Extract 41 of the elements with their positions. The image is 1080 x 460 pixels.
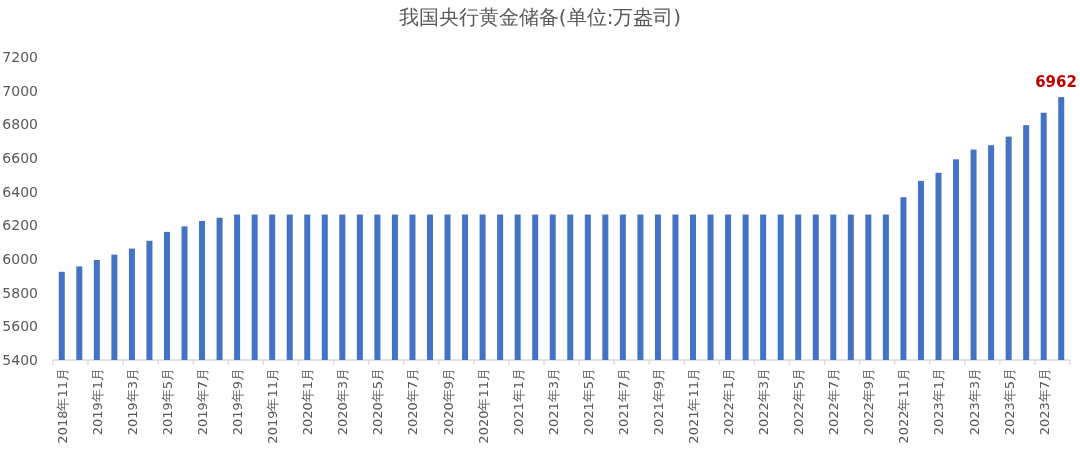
y-tick-label: 5800	[2, 284, 38, 301]
y-tick-label: 5400	[2, 352, 38, 368]
x-tick-label: 2021年5月	[580, 368, 596, 436]
x-tick-label: 2019年5月	[159, 368, 175, 436]
x-tick-label: 2021年9月	[650, 368, 666, 436]
x-tick-label: 2020年9月	[440, 368, 456, 436]
x-tick-label: 2021年11月	[686, 368, 702, 444]
x-tick-label: 2022年5月	[791, 368, 807, 436]
y-tick-label: 6000	[2, 251, 38, 267]
y-tick-label: 7000	[2, 82, 38, 99]
x-tick-label: 2020年3月	[335, 368, 351, 436]
y-tick-label: 6800	[2, 116, 38, 133]
x-tick-label: 2020年11月	[475, 368, 491, 444]
x-tick-label: 2019年7月	[195, 368, 211, 436]
x-tick-label: 2023年5月	[1001, 368, 1017, 436]
x-tick-label: 2021年3月	[545, 368, 561, 436]
x-tick-label: 2022年11月	[896, 368, 912, 444]
y-tick-label: 6400	[2, 183, 38, 200]
x-tick-label: 2019年1月	[89, 368, 105, 436]
x-tick-label: 2022年1月	[721, 368, 737, 436]
x-tick-label: 2022年9月	[861, 368, 877, 436]
x-tick-label: 2020年5月	[370, 368, 386, 436]
x-tick-label: 2018年11月	[54, 368, 70, 444]
x-tick-label: 2019年3月	[124, 368, 140, 436]
y-tick-label: 7200	[2, 49, 38, 65]
data-label: 6962	[1035, 73, 1077, 92]
chart-title: 我国央行黄金储备(单位:万盎司)	[398, 5, 682, 29]
x-tick-label: 2023年1月	[931, 368, 947, 436]
x-tick-label: 2022年7月	[826, 368, 842, 436]
y-tick-label: 6200	[2, 217, 38, 234]
x-tick-label: 2021年7月	[615, 368, 631, 436]
x-tick-label: 2023年7月	[1036, 368, 1052, 436]
x-tick-label: 2020年7月	[405, 368, 421, 436]
y-tick-label: 5600	[2, 318, 38, 335]
x-tick-label: 2021年1月	[510, 368, 526, 436]
x-tick-label: 2019年11月	[265, 368, 281, 444]
x-tick-label: 2020年1月	[300, 368, 316, 436]
x-tick-label: 2022年3月	[756, 368, 772, 436]
y-tick-label: 6600	[2, 150, 38, 166]
x-tick-label: 2019年9月	[230, 368, 246, 436]
x-tick-label: 2023年3月	[966, 368, 982, 436]
